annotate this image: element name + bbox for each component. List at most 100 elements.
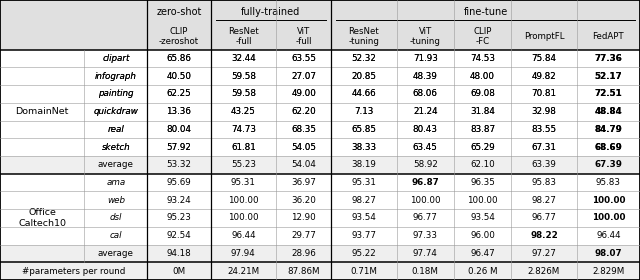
Text: 72.51: 72.51 xyxy=(595,89,622,99)
Text: Office
Caltech10: Office Caltech10 xyxy=(18,208,66,228)
Text: ViT
-tuning: ViT -tuning xyxy=(410,27,441,46)
Text: 74.73: 74.73 xyxy=(231,125,256,134)
Text: fine-tune: fine-tune xyxy=(463,6,508,17)
Text: 96.35: 96.35 xyxy=(470,178,495,187)
Text: 92.54: 92.54 xyxy=(166,231,191,240)
Bar xyxy=(0,138,640,156)
Text: 65.85: 65.85 xyxy=(351,125,376,134)
Text: dsl: dsl xyxy=(109,213,122,223)
Text: 83.55: 83.55 xyxy=(531,125,557,134)
Text: 59.58: 59.58 xyxy=(231,89,256,99)
Text: 48.39: 48.39 xyxy=(413,72,438,81)
Text: 65.85: 65.85 xyxy=(351,125,376,134)
Text: 63.45: 63.45 xyxy=(413,143,438,151)
Text: 98.27: 98.27 xyxy=(532,196,556,205)
Text: average: average xyxy=(98,249,134,258)
Text: 87.86M: 87.86M xyxy=(287,267,320,276)
Text: painting: painting xyxy=(98,89,134,99)
Text: CLIP
-FC: CLIP -FC xyxy=(474,27,492,46)
Text: 83.87: 83.87 xyxy=(470,125,495,134)
Text: 7.13: 7.13 xyxy=(354,107,374,116)
Bar xyxy=(0,23,640,50)
Text: 52.17: 52.17 xyxy=(595,72,622,81)
Text: 61.81: 61.81 xyxy=(231,143,256,151)
Text: 70.81: 70.81 xyxy=(531,89,557,99)
Text: 32.44: 32.44 xyxy=(231,54,256,63)
Text: 28.96: 28.96 xyxy=(291,249,316,258)
Text: 67.31: 67.31 xyxy=(532,143,556,151)
Text: 53.32: 53.32 xyxy=(166,160,191,169)
Text: 31.84: 31.84 xyxy=(470,107,495,116)
Text: 59.58: 59.58 xyxy=(231,89,256,99)
Text: 84.79: 84.79 xyxy=(595,125,622,134)
Text: 29.77: 29.77 xyxy=(291,231,316,240)
Text: 74.73: 74.73 xyxy=(231,125,256,134)
Text: 21.24: 21.24 xyxy=(413,107,438,116)
Text: real: real xyxy=(108,125,124,134)
Text: 24.21M: 24.21M xyxy=(227,267,259,276)
Text: 97.27: 97.27 xyxy=(532,249,556,258)
Bar xyxy=(0,262,640,280)
Text: 96.77: 96.77 xyxy=(413,213,438,223)
Text: 67.31: 67.31 xyxy=(532,143,556,151)
Text: 48.39: 48.39 xyxy=(413,72,438,81)
Text: 13.36: 13.36 xyxy=(166,107,191,116)
Text: 31.84: 31.84 xyxy=(470,107,495,116)
Text: 96.44: 96.44 xyxy=(596,231,621,240)
Text: 0M: 0M xyxy=(172,267,186,276)
Text: 49.82: 49.82 xyxy=(532,72,556,81)
Text: 83.55: 83.55 xyxy=(531,125,557,134)
Text: 96.77: 96.77 xyxy=(532,213,556,223)
Text: 54.05: 54.05 xyxy=(291,143,316,151)
Text: 62.25: 62.25 xyxy=(166,89,191,99)
Text: 67.39: 67.39 xyxy=(595,160,622,169)
Text: 71.93: 71.93 xyxy=(413,54,438,63)
Text: 84.79: 84.79 xyxy=(595,125,622,134)
Text: 100.00: 100.00 xyxy=(410,196,440,205)
Text: 65.86: 65.86 xyxy=(166,54,191,63)
Text: 83.87: 83.87 xyxy=(470,125,495,134)
Text: 69.08: 69.08 xyxy=(470,89,495,99)
Text: 62.20: 62.20 xyxy=(291,107,316,116)
Text: 61.81: 61.81 xyxy=(231,143,256,151)
Bar xyxy=(0,67,640,85)
Text: average: average xyxy=(98,160,134,169)
Text: 7.13: 7.13 xyxy=(354,107,374,116)
Text: 62.20: 62.20 xyxy=(291,107,316,116)
Text: 52.17: 52.17 xyxy=(595,72,622,81)
Text: ama: ama xyxy=(106,178,125,187)
Text: 95.23: 95.23 xyxy=(166,213,191,223)
Text: 48.00: 48.00 xyxy=(470,72,495,81)
Bar xyxy=(0,244,640,262)
Text: FedAPT: FedAPT xyxy=(593,32,624,41)
Text: 27.07: 27.07 xyxy=(291,72,316,81)
Text: 70.81: 70.81 xyxy=(531,89,557,99)
Bar xyxy=(0,174,640,192)
Text: 21.24: 21.24 xyxy=(413,107,438,116)
Text: ResNet
-tuning: ResNet -tuning xyxy=(348,27,380,46)
Text: 48.84: 48.84 xyxy=(595,107,622,116)
Text: 32.44: 32.44 xyxy=(231,54,256,63)
Text: 100.00: 100.00 xyxy=(591,213,625,223)
Text: 72.51: 72.51 xyxy=(595,89,622,99)
Text: 96.00: 96.00 xyxy=(470,231,495,240)
Text: 65.86: 65.86 xyxy=(166,54,191,63)
Text: 100.00: 100.00 xyxy=(228,213,259,223)
Text: 36.97: 36.97 xyxy=(291,178,316,187)
Text: 12.90: 12.90 xyxy=(291,213,316,223)
Text: real: real xyxy=(108,125,124,134)
Bar xyxy=(0,156,640,174)
Text: 65.29: 65.29 xyxy=(470,143,495,151)
Text: cal: cal xyxy=(109,231,122,240)
Text: 49.82: 49.82 xyxy=(532,72,556,81)
Text: 63.55: 63.55 xyxy=(291,54,316,63)
Text: 62.10: 62.10 xyxy=(470,160,495,169)
Text: 52.32: 52.32 xyxy=(351,54,376,63)
Text: 13.36: 13.36 xyxy=(166,107,191,116)
Bar xyxy=(0,227,640,244)
Bar xyxy=(0,85,640,103)
Text: 0.18M: 0.18M xyxy=(412,267,438,276)
Text: #parameters per round: #parameters per round xyxy=(22,267,125,276)
Bar xyxy=(0,103,640,120)
Text: fully-trained: fully-trained xyxy=(241,6,300,17)
